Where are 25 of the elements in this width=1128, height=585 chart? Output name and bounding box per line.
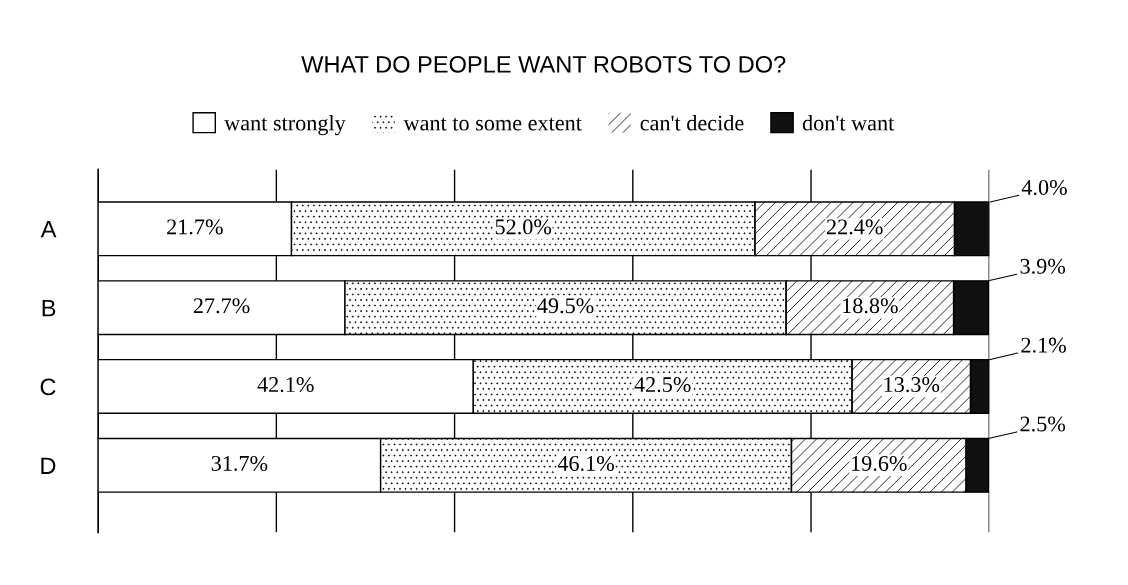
data-label: 4.0% xyxy=(1021,179,1067,196)
data-label: 13.3% xyxy=(884,377,940,393)
legend-label: don't want xyxy=(802,114,895,131)
y-tick-label: C xyxy=(40,378,56,396)
data-label: 3.9% xyxy=(1020,258,1066,274)
data-label: 2.5% xyxy=(1020,416,1066,432)
y-tick-label: D xyxy=(41,457,56,474)
legend-label: want strongly xyxy=(224,114,346,136)
chart-title: WHAT DO PEOPLE WANT ROBOTS TO DO? xyxy=(301,55,786,73)
y-tick-label: B xyxy=(42,299,56,317)
data-label: 27.7% xyxy=(193,298,250,314)
data-label: 46.1% xyxy=(557,455,614,471)
data-label: 52.0% xyxy=(495,219,552,235)
data-label: 2.1% xyxy=(1021,337,1066,353)
legend-label: can't decide xyxy=(640,114,744,131)
data-label: 21.7% xyxy=(167,219,223,235)
y-tick-label: A xyxy=(40,221,57,238)
data-label: 18.8% xyxy=(843,298,898,314)
data-label: 42.1% xyxy=(257,377,314,393)
data-label: 31.7% xyxy=(211,455,268,471)
data-label: 19.6% xyxy=(852,455,907,471)
data-label: 22.4% xyxy=(826,219,883,235)
data-label: 49.5% xyxy=(537,298,594,314)
data-label: 42.5% xyxy=(634,377,691,393)
legend-label: want to some extent xyxy=(403,117,582,131)
